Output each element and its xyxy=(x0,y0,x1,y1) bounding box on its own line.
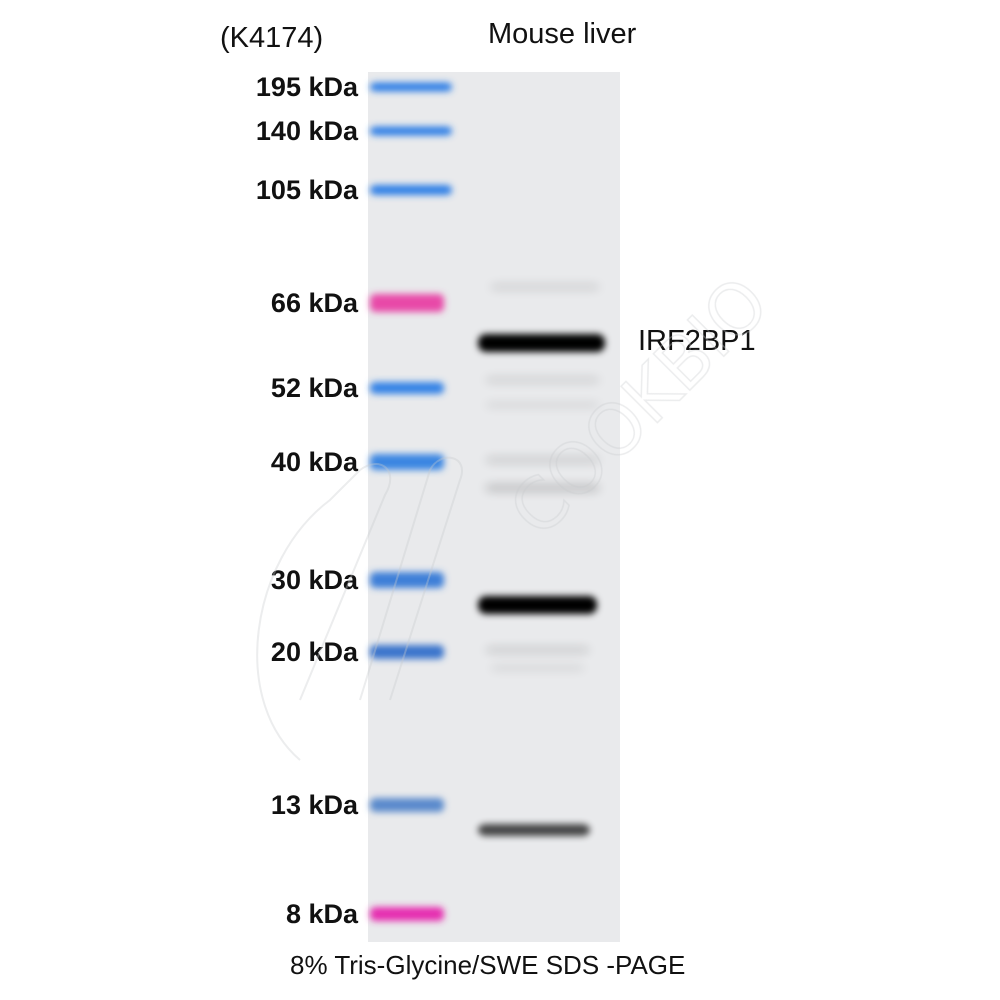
ladder-band xyxy=(370,645,444,659)
marker-label: 195 kDa xyxy=(255,72,358,102)
ladder-band xyxy=(370,126,452,136)
ladder-lane xyxy=(370,82,452,921)
marker-label: 40 kDa xyxy=(270,447,358,477)
ladder-band xyxy=(370,294,444,312)
ladder-band xyxy=(370,572,444,588)
sample-band xyxy=(478,824,590,836)
sample-band xyxy=(485,647,590,653)
sample-band xyxy=(490,665,585,671)
sample-band xyxy=(478,334,605,352)
ladder-band xyxy=(370,82,452,92)
sample-band xyxy=(485,484,600,492)
marker-label: 66 kDa xyxy=(270,288,358,318)
ladder-band xyxy=(370,454,444,470)
clone-id-label: (K4174) xyxy=(220,22,324,54)
marker-label: 105 kDa xyxy=(255,175,358,205)
marker-label: 52 kDa xyxy=(270,373,358,403)
marker-label: 140 kDa xyxy=(255,116,358,146)
sample-lane xyxy=(478,284,605,836)
sample-band xyxy=(485,377,600,383)
sample-band xyxy=(478,596,597,614)
gel-caption: 8% Tris-Glycine/SWE SDS -PAGE xyxy=(290,950,686,980)
marker-label: 8 kDa xyxy=(285,899,358,929)
marker-label: 20 kDa xyxy=(270,637,358,667)
ladder-band xyxy=(370,185,452,195)
sample-band xyxy=(485,402,600,408)
marker-label: 13 kDa xyxy=(270,790,358,820)
ladder-band xyxy=(370,907,444,921)
target-protein-label: IRF2BP1 xyxy=(638,325,756,357)
lane-label: Mouse liver xyxy=(488,18,637,50)
marker-label: 30 kDa xyxy=(270,565,358,595)
ladder-band xyxy=(370,382,444,394)
membrane xyxy=(368,72,620,942)
sample-band xyxy=(490,284,600,290)
ladder-band xyxy=(370,798,444,812)
sample-band xyxy=(485,457,600,463)
